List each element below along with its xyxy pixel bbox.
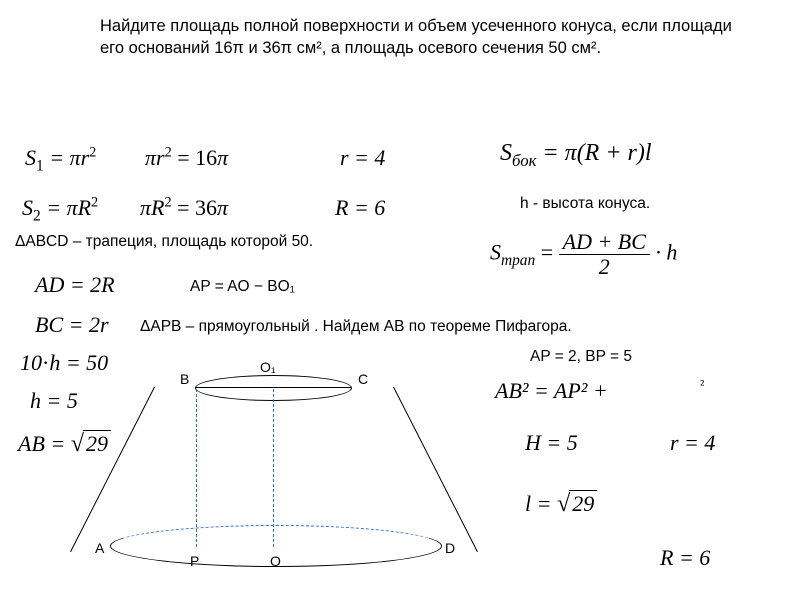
dash-o1o xyxy=(273,389,274,547)
eq-l29: l = 29 xyxy=(525,490,597,518)
side-left xyxy=(70,387,155,552)
eq-s1: S1 = πr2 xyxy=(25,145,96,171)
eq-piR2: πR2 = 36π xyxy=(140,195,228,221)
label-o1: O₁ xyxy=(260,359,276,375)
label-c: C xyxy=(358,371,368,387)
eq-h5: h = 5 xyxy=(30,388,78,414)
eq-s2: S2 = πR2 xyxy=(22,195,98,221)
eq-AD: AD = 2R xyxy=(35,272,115,298)
eq-ap2: AP = 2, BP = 5 xyxy=(530,348,632,366)
eq-R6: R = 6 xyxy=(335,195,385,221)
label-a: A xyxy=(95,540,104,556)
line-bc xyxy=(196,387,351,388)
dash-bp xyxy=(196,389,197,547)
side-right xyxy=(393,387,478,552)
frustum-diagram: A B O₁ C D O P xyxy=(110,375,440,585)
eq-tail2: ² xyxy=(700,378,704,404)
eq-H5: H = 5 xyxy=(525,430,578,456)
eq-BC: BC = 2r xyxy=(35,312,109,338)
eq-ABsqrt: AB = 29 xyxy=(18,430,111,458)
eq-AP: AP = AO − BO₁ xyxy=(190,278,295,296)
eq-strap: Sтрап = AD + BC 2 · h xyxy=(490,230,677,279)
trap-note: ΔABCD – трапеция, площадь которой 50. xyxy=(15,233,313,251)
eq-pir2: πr2 = 16π xyxy=(145,145,228,171)
eq-ab2: AB² = AP² + xyxy=(495,378,608,404)
label-d: D xyxy=(445,540,455,556)
eq-sbok: Sбок = π(R + r)l xyxy=(500,140,652,167)
apb-note: ΔAPB – прямоугольный . Найдем AB по теор… xyxy=(140,318,572,336)
label-o: O xyxy=(270,553,281,569)
label-p: P xyxy=(190,553,199,569)
eq-R6b: R = 6 xyxy=(660,545,710,571)
problem-text: Найдите площадь полной поверхности и объ… xyxy=(100,15,760,60)
eq-10h: 10·h = 50 xyxy=(20,350,108,376)
eq-r4r: r = 4 xyxy=(670,430,715,456)
eq-r4: r = 4 xyxy=(340,145,385,171)
h-note: h - высота конуса. xyxy=(520,195,650,213)
label-b: B xyxy=(180,371,189,387)
